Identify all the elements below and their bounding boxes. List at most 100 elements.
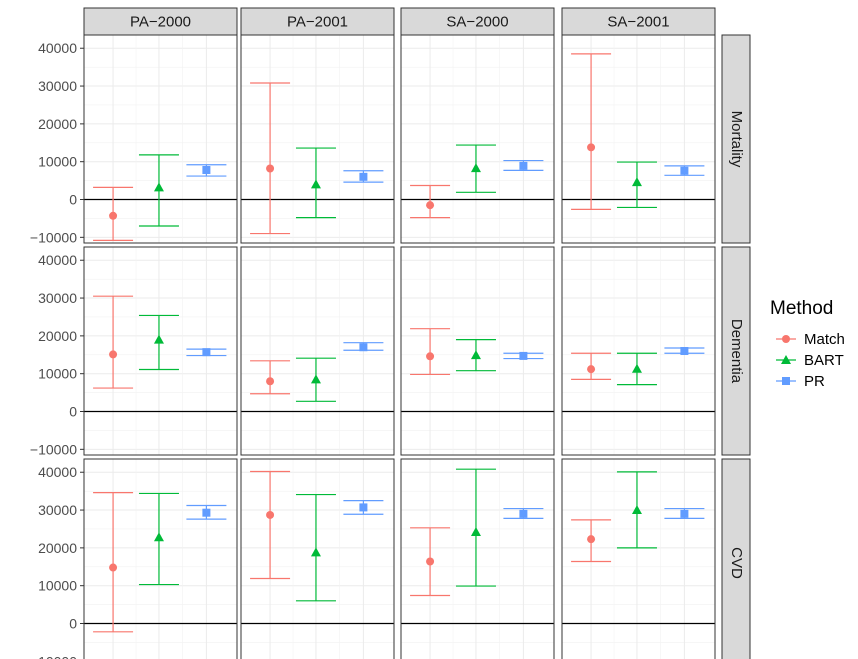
column-strip [83,7,238,36]
panel-border [83,458,238,659]
column-strip-label: SA−2000 [446,14,508,31]
panel-border [83,34,238,244]
panel [83,458,238,659]
row-strip [721,458,751,659]
panel [83,246,238,456]
panel-border [400,458,555,659]
point-pr [519,351,528,360]
point-match [426,352,435,361]
legend-key-match [782,335,790,343]
panel-border [240,458,395,659]
point-pr [680,509,689,518]
y-tick-label: −10000 [30,653,77,659]
point-pr [680,347,689,355]
row-strip-label: Mortality [728,111,745,168]
y-tick-label: 10000 [38,578,77,594]
panel-border [400,34,555,244]
column-strip-label: SA−2001 [607,14,669,31]
point-bart [470,526,481,536]
point-match [587,143,596,152]
panel [561,246,716,456]
point-match [266,164,275,173]
point-bart [631,505,642,515]
point-pr [680,166,689,175]
point-bart [310,374,321,384]
point-pr [202,508,211,517]
point-match [587,365,596,374]
point-pr [359,172,368,181]
legend-key-pr [782,377,790,385]
point-match [266,510,275,519]
point-bart [153,334,164,344]
point-bart [631,177,642,187]
panel-border [240,246,395,456]
legend-label-bart: BART [804,352,844,369]
panel-background [84,459,237,659]
panel-background [562,459,715,659]
y-tick-label: 40000 [38,464,77,480]
panel [400,246,555,456]
panel [240,246,395,456]
panel-background [401,459,554,659]
panel-border [561,458,716,659]
point-match [109,350,118,359]
point-pr [519,509,528,518]
y-tick-label: 0 [69,404,77,420]
point-match [426,201,435,210]
panel-border [400,246,555,456]
panel-background [562,247,715,455]
y-tick-label: −10000 [30,229,77,245]
panel [561,34,716,244]
point-pr [519,161,528,170]
point-bart [470,350,481,360]
legend-label-match: Match [804,331,845,348]
panel-background [401,35,554,243]
panel-background [84,35,237,243]
y-tick-label: 40000 [38,40,77,56]
point-bart [310,179,321,189]
panel-background [562,35,715,243]
y-tick-label: 10000 [38,154,77,170]
column-strip [561,7,716,36]
panel-border [561,246,716,456]
panel-background [84,247,237,455]
legend-key-bart [781,355,791,364]
point-bart [153,532,164,542]
column-strip-label: PA−2000 [130,14,191,31]
y-tick-label: 20000 [38,540,77,556]
point-bart [631,363,642,373]
y-tick-label: 40000 [38,252,77,268]
panel-background [401,247,554,455]
panel-border [561,34,716,244]
row-strip-label: Dementia [728,319,745,384]
panel [561,458,716,659]
y-tick-label: 20000 [38,116,77,132]
point-bart [470,163,481,173]
panel-background [241,247,394,455]
point-match [109,563,118,572]
row-strip-label: CVD [728,547,745,579]
y-tick-label: 30000 [38,78,77,94]
point-pr [202,166,211,175]
panel [83,34,238,244]
y-tick-label: 20000 [38,328,77,344]
column-strip [400,7,555,36]
panel-background [241,459,394,659]
column-strip-label: PA−2001 [287,14,348,31]
legend-title: Method [770,298,833,319]
point-bart [310,547,321,557]
panel-background [241,35,394,243]
panel [240,34,395,244]
column-strip [240,7,395,36]
point-match [109,211,118,220]
legend: Method Match BART PR [770,298,845,390]
y-tick-label: 0 [69,616,77,632]
panel-border [240,34,395,244]
y-tick-label: 30000 [38,502,77,518]
legend-label-pr: PR [804,373,825,390]
y-tick-label: 30000 [38,290,77,306]
y-tick-label: 10000 [38,366,77,382]
point-match [426,557,435,566]
point-match [266,377,275,386]
